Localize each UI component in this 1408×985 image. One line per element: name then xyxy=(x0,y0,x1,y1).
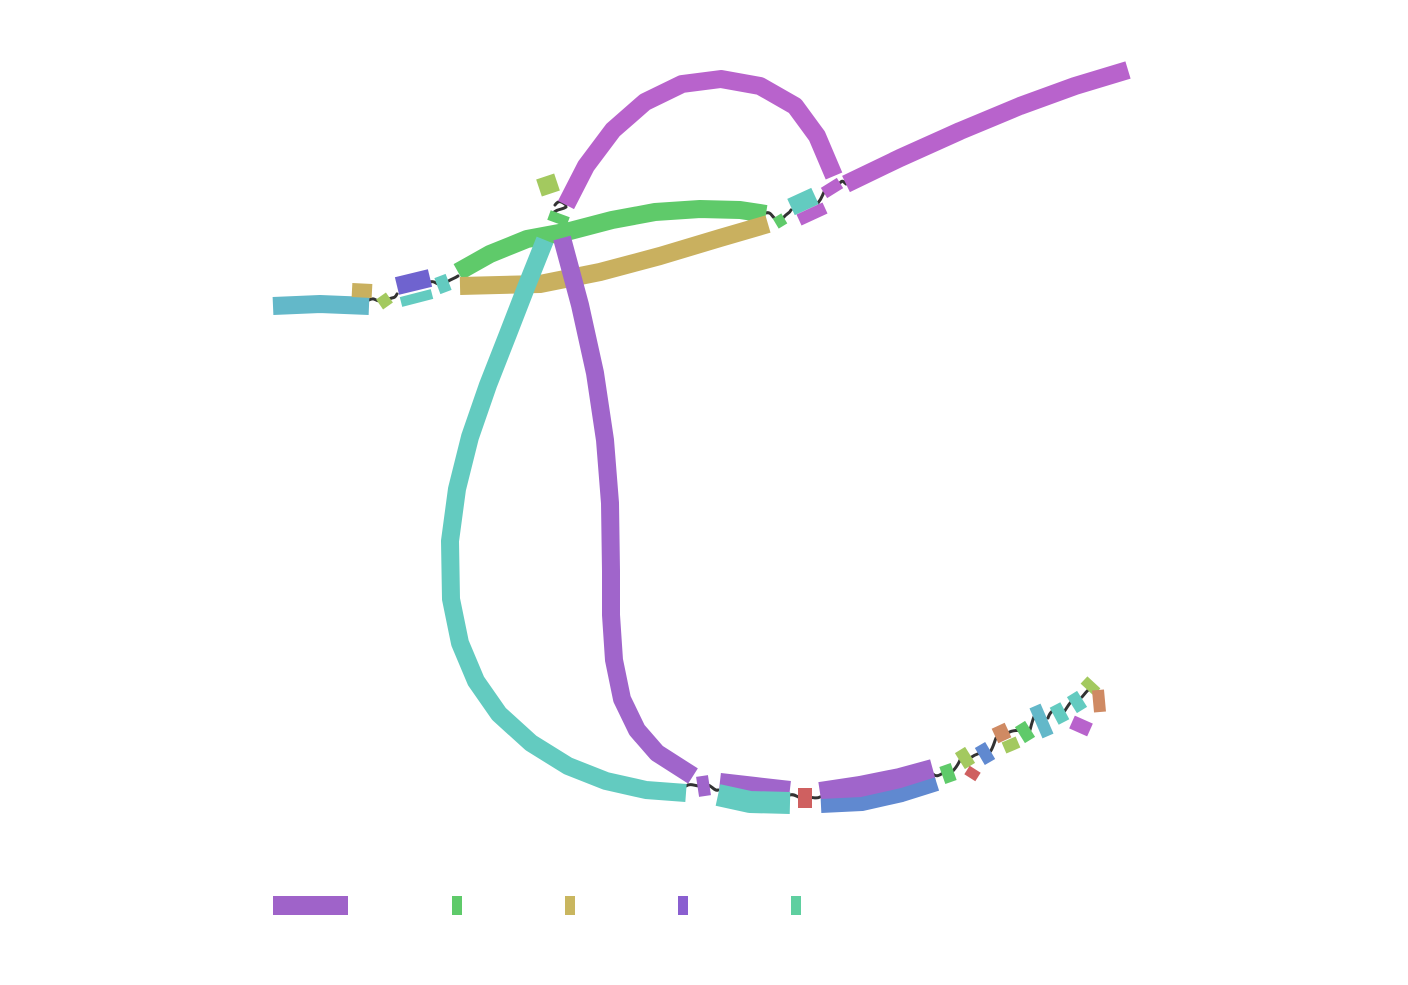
segment-orange-chain-12 xyxy=(1092,689,1106,713)
segment-lime-top xyxy=(536,173,560,197)
segment-green-top-curve xyxy=(453,200,768,280)
segment-green-chain-7 xyxy=(1014,720,1036,744)
segment-violet-bottom-a xyxy=(719,773,791,797)
segment-blue-chain-4 xyxy=(974,741,996,766)
segment-purple-arc xyxy=(557,70,843,210)
segment-blue-bottom-right xyxy=(820,777,940,813)
segment-lime-chain-2 xyxy=(954,746,976,770)
segment-violet-bottom-tiny xyxy=(696,775,711,797)
segment-indigo-left xyxy=(394,269,433,295)
link-edge-9 xyxy=(816,190,826,205)
link-edge-8 xyxy=(781,208,793,220)
links-layer xyxy=(367,179,1092,801)
segment-violet-drop xyxy=(553,235,698,784)
segment-cyan-small-top xyxy=(787,187,819,216)
link-edge-10 xyxy=(838,179,848,186)
segment-green-chain-1 xyxy=(939,763,957,784)
segment-green-left-small xyxy=(399,289,434,307)
segment-red-chain-3 xyxy=(964,765,981,782)
segment-green-bottom-a xyxy=(715,784,791,814)
segment-lime-chain-6 xyxy=(1001,736,1021,754)
segment-tan-left-small xyxy=(351,283,373,298)
segment-green-chain-9 xyxy=(1049,702,1070,725)
segment-teal-chain-10 xyxy=(1066,690,1088,714)
link-edge-18 xyxy=(988,736,998,754)
segment-purple-tiny-top xyxy=(820,177,844,199)
segment-lime-chain-11 xyxy=(1080,676,1101,696)
segment-purple-long-right xyxy=(842,61,1131,193)
segment-green-tiny-top xyxy=(547,210,570,227)
segment-green-top-small xyxy=(772,213,788,229)
segment-blue-teal-left xyxy=(272,295,370,315)
segment-teal-big-loop xyxy=(441,236,687,802)
segment-purple-chain-13 xyxy=(1069,715,1093,737)
segment-blue-teal-chain-8 xyxy=(1029,703,1054,739)
legend xyxy=(273,896,801,915)
segments-layer xyxy=(272,61,1131,814)
legend-swatch-2 xyxy=(452,896,462,915)
segment-lime-left-small xyxy=(376,292,393,310)
legend-swatch-5 xyxy=(791,896,801,915)
legend-swatch-1 xyxy=(273,896,348,915)
segment-purple-small-top xyxy=(796,202,828,226)
legend-swatch-4 xyxy=(678,896,688,915)
segment-orange-chain-5 xyxy=(991,722,1012,744)
segment-teal-left-tiny xyxy=(434,273,452,295)
legend-swatch-3 xyxy=(565,896,575,915)
segment-indigo-bottom-right xyxy=(818,759,936,804)
